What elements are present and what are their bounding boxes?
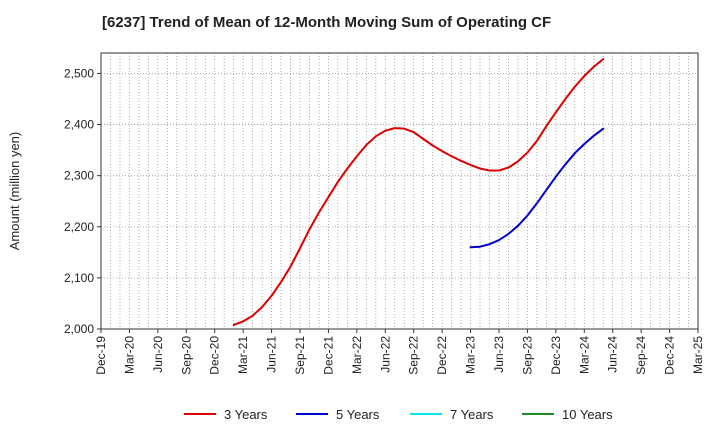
y-axis-label: Amount (million yen) <box>7 132 22 251</box>
series-line-5-years <box>469 127 605 249</box>
plot-border <box>100 52 699 330</box>
legend-7-years-label: 7 Years <box>450 407 494 422</box>
x-tick-label: Dec-24 <box>663 336 677 375</box>
x-tick-label: Sep-21 <box>293 336 307 375</box>
plot-frame <box>100 52 699 330</box>
x-tick-label: Mar-20 <box>122 336 136 374</box>
y-tick-label: 2,000 <box>64 322 94 336</box>
legend-3-years-label: 3 Years <box>224 407 268 422</box>
legend-5-years-label: 5 Years <box>336 407 380 422</box>
x-tick-label: Mar-21 <box>236 336 250 374</box>
x-tick-label: Mar-24 <box>577 336 591 374</box>
x-tick-label: Sep-22 <box>407 336 421 375</box>
plot-background <box>101 53 698 329</box>
x-tick-label: Dec-19 <box>94 336 108 375</box>
x-tick-label: Jun-20 <box>151 336 165 373</box>
x-tick-label: Dec-21 <box>321 336 335 375</box>
x-tick-label: Dec-20 <box>208 336 222 375</box>
x-tick-label: Jun-22 <box>378 336 392 373</box>
x-tick-label: Mar-25 <box>691 336 705 374</box>
plot-area <box>101 53 698 329</box>
legend-10-years-label: 10 Years <box>562 407 613 422</box>
x-tick-label: Sep-23 <box>520 336 534 375</box>
y-tick-label: 2,400 <box>64 118 94 132</box>
y-tick-label: 2,300 <box>64 169 94 183</box>
x-tick-label: Sep-20 <box>179 336 193 375</box>
x-tick-label: Mar-22 <box>350 336 364 374</box>
y-axis: 2,000 2,100 2,200 2,300 2,400 2,500 <box>64 66 101 336</box>
x-tick-label: Dec-23 <box>549 336 563 375</box>
x-tick-label: Dec-22 <box>435 336 449 375</box>
y-tick-label: 2,100 <box>64 271 94 285</box>
x-axis: Dec-19 Mar-20 Jun-20 Sep-20 Dec-20 Mar-21 Jun-… <box>94 329 705 375</box>
x-tick-label: Sep-24 <box>634 336 648 375</box>
series-line-3-years <box>232 58 605 326</box>
x-tick-label: Jun-21 <box>265 336 279 373</box>
series-layer <box>232 58 605 326</box>
x-tick-label: Mar-23 <box>464 336 478 374</box>
x-tick-label: Jun-23 <box>492 336 506 373</box>
x-tick-label: Jun-24 <box>606 336 620 373</box>
y-tick-label: 2,500 <box>64 66 94 80</box>
chart-title: [6237] Trend of Mean of 12-Month Moving … <box>102 14 551 31</box>
y-tick-label: 2,200 <box>64 220 94 234</box>
legend: 3 Years 5 Years 7 Years 10 Years <box>184 407 613 422</box>
grid <box>101 53 698 329</box>
